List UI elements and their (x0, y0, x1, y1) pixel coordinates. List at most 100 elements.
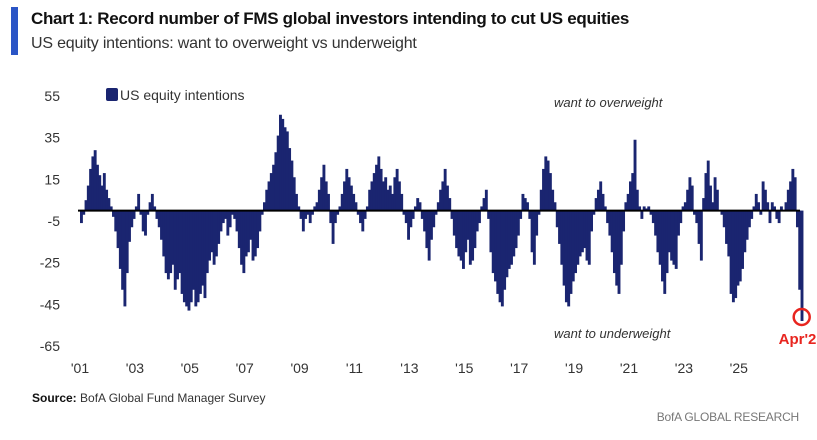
x-tick-label: '07 (236, 360, 254, 376)
bar (311, 210, 314, 215)
bar (567, 210, 571, 307)
x-tick-label: '15 (455, 360, 473, 376)
bar (496, 210, 500, 294)
bar (686, 189, 690, 211)
bar (773, 206, 776, 211)
bar (770, 202, 774, 211)
bar (423, 210, 427, 232)
bar (645, 208, 648, 211)
bar (155, 210, 159, 219)
bar (606, 210, 610, 224)
bar (546, 160, 550, 211)
bar (205, 210, 209, 274)
bar (237, 210, 241, 249)
bar (658, 210, 662, 265)
bar (466, 210, 470, 240)
bar (144, 210, 147, 236)
bar (619, 210, 623, 265)
bar (391, 193, 394, 211)
bar (695, 210, 699, 224)
bar (560, 210, 564, 265)
highlight-label: Apr'25 (779, 331, 817, 348)
bar (276, 135, 280, 211)
bar (667, 210, 671, 253)
legend-label: US equity intentions (120, 87, 245, 103)
bar (409, 210, 413, 228)
bar (775, 210, 779, 219)
bar (288, 148, 292, 211)
bar (354, 202, 358, 211)
bar (96, 164, 99, 211)
y-tick-label: -25 (40, 255, 60, 271)
bar (384, 177, 388, 211)
bar (599, 181, 603, 211)
bar (752, 206, 756, 211)
bar (112, 210, 115, 217)
bar (86, 185, 90, 211)
bar (670, 210, 674, 261)
bar (370, 181, 374, 211)
y-tick-label: -65 (40, 338, 60, 354)
bar (786, 189, 790, 211)
bar (464, 210, 468, 253)
bar (663, 210, 667, 294)
bar (665, 210, 669, 274)
bar (548, 173, 552, 211)
bar (333, 210, 337, 224)
bar (224, 210, 227, 219)
bar (436, 202, 440, 211)
bar (745, 210, 749, 240)
bar (180, 210, 184, 294)
y-tick-label: 55 (44, 88, 60, 104)
bar (244, 210, 248, 257)
bar (571, 210, 575, 282)
bar (249, 210, 253, 240)
bar (681, 206, 685, 211)
bar (798, 210, 802, 290)
bar (494, 210, 497, 282)
bar (759, 210, 763, 215)
bar (137, 193, 141, 211)
bar (649, 210, 653, 215)
bar (624, 202, 628, 211)
bar (265, 189, 269, 211)
bar (503, 210, 507, 290)
y-tick-label: 15 (44, 171, 60, 187)
bar (157, 210, 161, 228)
bar (306, 210, 310, 215)
bar (219, 210, 223, 232)
bar (105, 189, 109, 211)
x-tick-label: '23 (675, 360, 693, 376)
bar (176, 210, 179, 280)
bar (132, 210, 136, 219)
bar (699, 210, 703, 261)
bar (153, 206, 157, 211)
bar (299, 210, 303, 219)
bar (587, 210, 591, 265)
bar (725, 210, 728, 244)
bar (734, 210, 738, 299)
bar (230, 210, 234, 215)
bar (768, 210, 772, 224)
bar (116, 210, 120, 249)
bar (242, 210, 246, 274)
bar (580, 210, 584, 253)
bar (427, 210, 431, 261)
bar (523, 198, 527, 211)
bar-series (80, 114, 804, 321)
bar (544, 156, 548, 211)
y-tick-label: 35 (44, 130, 60, 146)
bar (631, 173, 635, 211)
bar (201, 210, 205, 286)
bar (320, 177, 324, 211)
bar (123, 210, 127, 307)
bar (789, 181, 793, 211)
bar (793, 177, 797, 211)
bar (347, 177, 351, 211)
bar (452, 210, 456, 236)
bar (274, 152, 278, 211)
bar (194, 210, 198, 307)
bar (530, 210, 534, 253)
bar (610, 210, 614, 253)
bar (100, 185, 104, 211)
